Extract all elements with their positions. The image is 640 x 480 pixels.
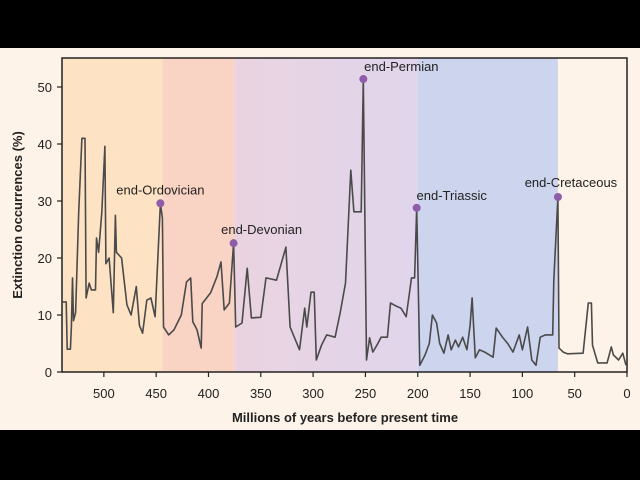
x-tick-label: 150 bbox=[459, 386, 481, 401]
era-band bbox=[417, 58, 558, 372]
y-axis-title: Extinction occurrences (%) bbox=[10, 131, 25, 299]
x-tick-label: 400 bbox=[198, 386, 220, 401]
x-tick-label: 300 bbox=[302, 386, 324, 401]
extinction-marker bbox=[229, 239, 238, 248]
chart-area: 0 10 20 30 40 50 500 450 400 350 300 250 200 150 100 50… bbox=[0, 48, 640, 430]
era-band bbox=[62, 58, 163, 372]
extinction-marker bbox=[553, 193, 562, 202]
x-tick-label: 500 bbox=[93, 386, 115, 401]
extinction-label: end-Permian bbox=[364, 59, 438, 74]
x-tick-label: 100 bbox=[512, 386, 534, 401]
extinction-label: end-Ordovician bbox=[116, 182, 204, 197]
x-tick-label: 50 bbox=[567, 386, 581, 401]
x-tick-label: 350 bbox=[250, 386, 272, 401]
y-tick-label: 10 bbox=[38, 308, 52, 323]
era-band bbox=[234, 58, 418, 372]
x-tick-label: 0 bbox=[623, 386, 630, 401]
x-tick-label: 250 bbox=[355, 386, 377, 401]
extinction-marker bbox=[359, 75, 368, 84]
series-line bbox=[62, 78, 627, 367]
extinction-marker bbox=[156, 199, 165, 208]
plot-frame bbox=[61, 57, 628, 373]
y-tick-label: 50 bbox=[38, 80, 52, 95]
x-tick-label: 200 bbox=[407, 386, 429, 401]
y-tick-label: 0 bbox=[45, 365, 52, 380]
y-tick-label: 20 bbox=[38, 251, 52, 266]
extinction-label: end-Cretaceous bbox=[525, 175, 618, 190]
x-tick-label: 450 bbox=[145, 386, 167, 401]
x-axis-title: Millions of years before present time bbox=[232, 410, 458, 425]
era-band bbox=[162, 58, 235, 372]
y-tick-label: 40 bbox=[38, 137, 52, 152]
extinction-label: end-Triassic bbox=[417, 188, 488, 203]
extinction-label: end-Devonian bbox=[221, 222, 302, 237]
y-tick-label: 30 bbox=[38, 194, 52, 209]
extinction-marker bbox=[412, 203, 421, 212]
